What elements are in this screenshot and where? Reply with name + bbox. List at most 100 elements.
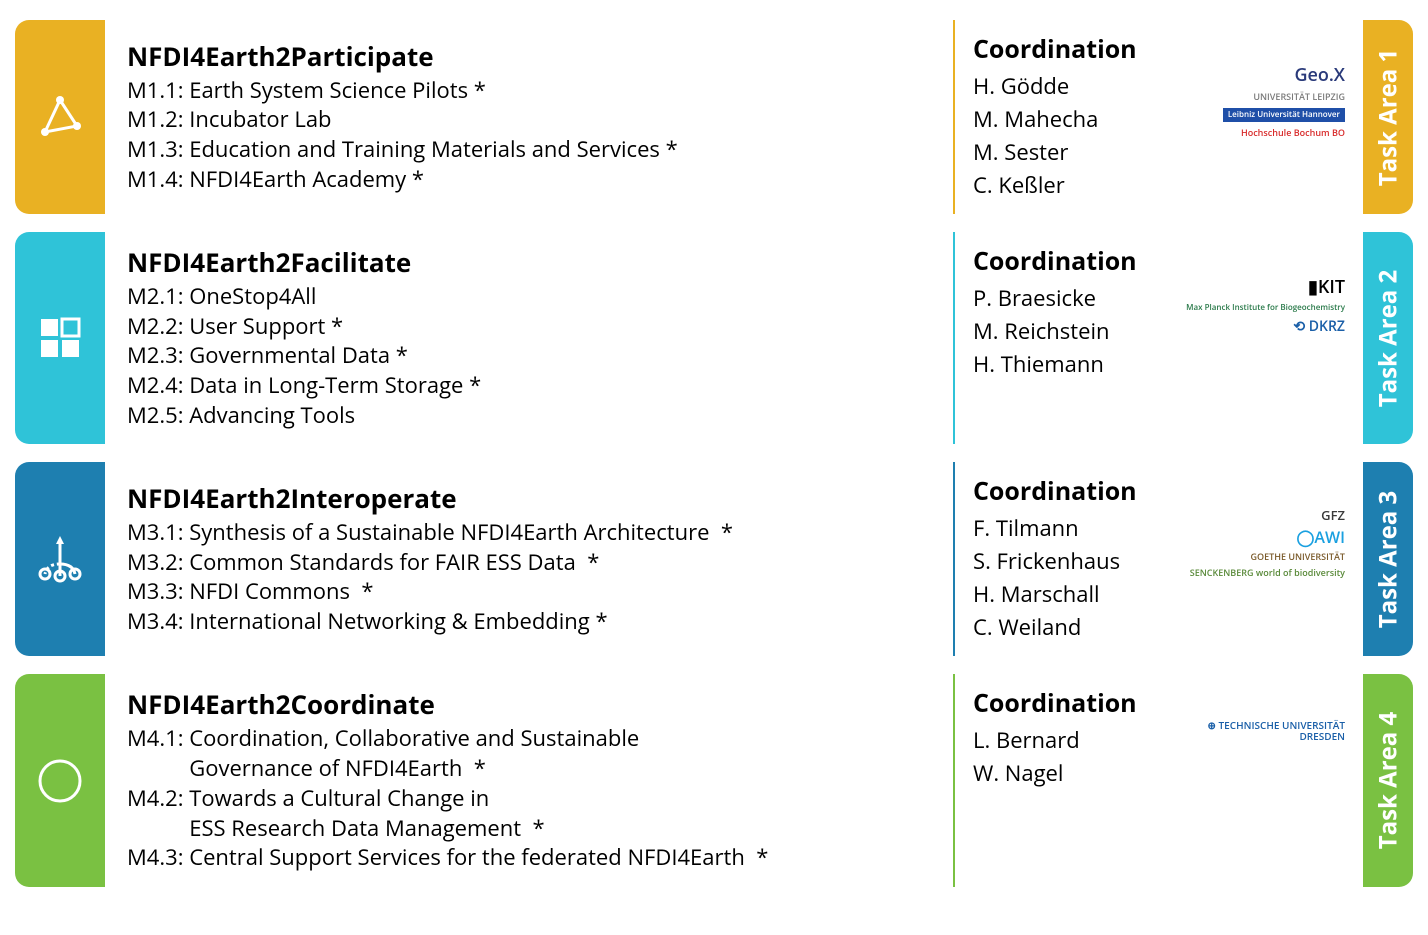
measure-label: Towards a Cultural Change in ESS Researc…	[189, 784, 544, 843]
measure-item: M3.2: Common Standards for FAIR ESS Data…	[127, 548, 931, 578]
coordination-panel: CoordinationP. BraesickeM. ReichsteinH. …	[953, 232, 1363, 444]
coordinator-name: M. Reichstein	[973, 315, 1185, 348]
task-area-4: NFDI4Earth2CoordinateM4.1: Coordination,…	[15, 674, 1413, 886]
measure-code: M3.3:	[127, 577, 189, 607]
coordination-panel: Coordination L. BernardW. Nagel⊕ TECHNISC…	[953, 674, 1363, 886]
partner-logo: Leibniz Universität Hannover	[1223, 108, 1345, 123]
coordinator-name: H. Marschall	[973, 578, 1185, 611]
coordination-heading: Coordination	[973, 686, 1185, 720]
coordination-panel: Coordination H. GöddeM. MahechaM. SesterC…	[953, 20, 1363, 214]
measure-code: M2.2:	[127, 312, 189, 342]
measure-label: Incubator Lab	[189, 105, 331, 135]
measure-item: M1.4: NFDI4Earth Academy *	[127, 165, 931, 195]
measure-item: M1.3: Education and Training Materials a…	[127, 135, 931, 165]
task-area-main: NFDI4Earth2ParticipateM1.1: Earth System…	[105, 20, 953, 214]
task-area-1: NFDI4Earth2ParticipateM1.1: Earth System…	[15, 20, 1413, 214]
task-area-title: NFDI4Earth2Coordinate	[127, 686, 931, 722]
measure-label: Data in Long-Term Storage *	[189, 371, 481, 401]
measure-item: M2.5: Advancing Tools	[127, 401, 931, 431]
measure-code: M2.1:	[127, 282, 189, 312]
task-area-tab-label: Task Area 3	[1372, 491, 1405, 629]
coordinator-name: M. Mahecha	[973, 103, 1185, 136]
measure-code: M1.3:	[127, 135, 189, 165]
task-area-tab-label: Task Area 4	[1372, 712, 1405, 850]
coordinator-name: C. Weiland	[973, 611, 1185, 644]
triangle-icon	[15, 20, 105, 214]
measure-item: M3.1: Synthesis of a Sustainable NFDI4Ea…	[127, 518, 931, 548]
measure-code: M1.2:	[127, 105, 189, 135]
coordinator-name: F. Tilmann	[973, 512, 1185, 545]
measure-label: User Support *	[189, 312, 343, 342]
measure-item: M4.1: Coordination, Collaborative and Su…	[127, 724, 931, 783]
measure-label: OneStop4All	[189, 282, 316, 312]
measure-item: M4.2: Towards a Cultural Change in ESS R…	[127, 784, 931, 843]
partner-logo: Max Planck Institute for Biogeochemistry	[1186, 304, 1345, 313]
measure-label: NFDI Commons *	[189, 577, 373, 607]
measure-code: M2.4:	[127, 371, 189, 401]
measure-item: M2.3: Governmental Data *	[127, 341, 931, 371]
partner-logo: GOETHE UNIVERSITÄT	[1250, 552, 1345, 562]
task-area-title: NFDI4Earth2Facilitate	[127, 244, 931, 280]
measure-label: International Networking & Embedding *	[189, 607, 607, 637]
coordination-panel: Coordination F. TilmannS. FrickenhausH. M…	[953, 462, 1363, 656]
coordinator-name: M. Sester	[973, 136, 1185, 169]
coordinator-name: H. Thiemann	[973, 348, 1185, 381]
partner-logo: Hochschule Bochum BO	[1241, 128, 1345, 138]
task-area-3: NFDI4Earth2InteroperateM3.1: Synthesis o…	[15, 462, 1413, 656]
measure-label: Education and Training Materials and Ser…	[189, 135, 678, 165]
measure-label: Coordination, Collaborative and Sustaina…	[189, 724, 639, 783]
partner-logo: UNIVERSITÄT LEIPZIG	[1253, 92, 1345, 102]
branch-icon	[15, 462, 105, 656]
partner-logo: ◯AWI	[1297, 529, 1346, 547]
task-area-tab-label: Task Area 1	[1372, 48, 1405, 186]
task-area-tab: Task Area 4	[1363, 674, 1413, 886]
partner-logo: ⟲ DKRZ	[1293, 319, 1345, 334]
measure-label: Governmental Data *	[189, 341, 408, 371]
coordinator-name: L. Bernard	[973, 724, 1185, 757]
compass-icon	[15, 674, 105, 886]
measure-item: M3.3: NFDI Commons *	[127, 577, 931, 607]
task-area-tab: Task Area 2	[1363, 232, 1413, 444]
task-area-tab: Task Area 1	[1363, 20, 1413, 214]
task-area-tab-label: Task Area 2	[1372, 269, 1405, 407]
measure-code: M3.2:	[127, 548, 189, 578]
measure-item: M1.2: Incubator Lab	[127, 105, 931, 135]
coordinator-name: S. Frickenhaus	[973, 545, 1185, 578]
measure-code: M1.4:	[127, 165, 189, 195]
task-area-main: NFDI4Earth2CoordinateM4.1: Coordination,…	[105, 674, 953, 886]
coordination-heading: Coordination	[973, 32, 1185, 66]
measure-code: M4.2:	[127, 784, 189, 843]
logos-column: GFZ◯AWIGOETHE UNIVERSITÄTSENCKENBERG wor…	[1185, 474, 1345, 644]
task-area-main: NFDI4Earth2InteroperateM3.1: Synthesis o…	[105, 462, 953, 656]
coordinator-name: C. Keßler	[973, 169, 1185, 202]
coordinator-name: H. Gödde	[973, 70, 1185, 103]
measure-item: M1.1: Earth System Science Pilots *	[127, 76, 931, 106]
measure-label: Common Standards for FAIR ESS Data *	[189, 548, 599, 578]
partner-logo: ▮KIT	[1308, 278, 1345, 298]
task-area-title: NFDI4Earth2Participate	[127, 38, 931, 74]
measure-label: NFDI4Earth Academy *	[189, 165, 424, 195]
measure-item: M3.4: International Networking & Embeddi…	[127, 607, 931, 637]
measure-code: M2.5:	[127, 401, 189, 431]
measure-code: M4.1:	[127, 724, 189, 783]
logos-column: ▮KIT Max Planck Institute for Biogeochemi…	[1185, 244, 1345, 432]
partner-logo: ⊕ TECHNISCHE UNIVERSITÄT DRESDEN	[1185, 720, 1345, 742]
task-area-main: NFDI4Earth2FacilitateM2.1: OneStop4AllM2…	[105, 232, 953, 444]
measure-item: M2.2: User Support *	[127, 312, 931, 342]
partner-logo: GFZ	[1321, 508, 1345, 522]
measure-code: M2.3:	[127, 341, 189, 371]
measure-item: M2.1: OneStop4All	[127, 282, 931, 312]
measure-code: M3.4:	[127, 607, 189, 637]
coordinator-name: P. Braesicke	[973, 282, 1185, 315]
task-area-2: NFDI4Earth2FacilitateM2.1: OneStop4AllM2…	[15, 232, 1413, 444]
measure-code: M1.1:	[127, 76, 189, 106]
measure-code: M4.3:	[127, 843, 189, 873]
grid-icon	[15, 232, 105, 444]
measure-label: Advancing Tools	[189, 401, 355, 431]
measure-label: Synthesis of a Sustainable NFDI4Earth Ar…	[189, 518, 733, 548]
coordinator-name: W. Nagel	[973, 757, 1185, 790]
task-area-title: NFDI4Earth2Interoperate	[127, 480, 931, 516]
partner-logo: Geo.X	[1294, 66, 1345, 86]
coordination-heading: Coordination	[973, 474, 1185, 508]
measure-item: M4.3: Central Support Services for the f…	[127, 843, 931, 873]
